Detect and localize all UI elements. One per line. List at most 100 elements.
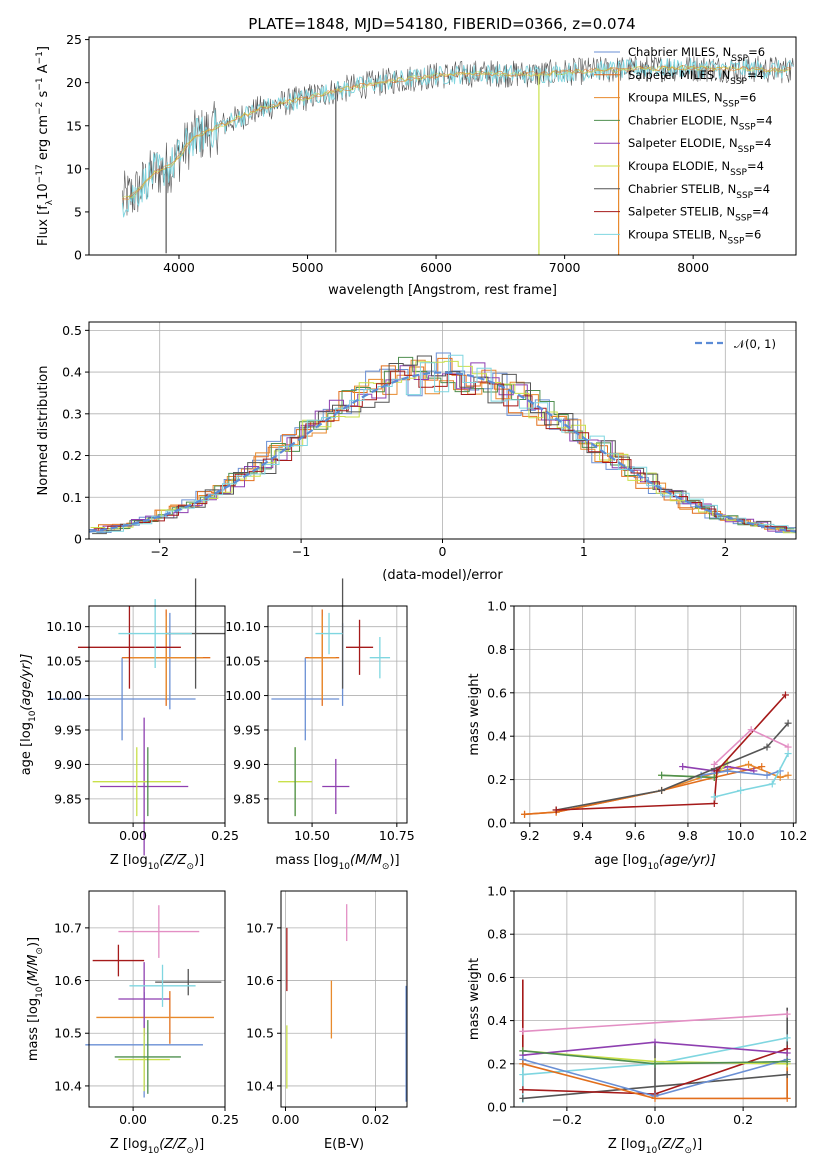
y-tick-label: 10.6	[246, 973, 274, 988]
y-tick-label: 0.4	[487, 1013, 507, 1028]
label-part: A	[36, 64, 51, 77]
label-part: )]	[692, 1137, 702, 1152]
x-tick-label: 9.2	[520, 828, 540, 843]
x-tick-label: 0.00	[272, 1112, 300, 1127]
x-tick-label: 0.00	[119, 828, 147, 843]
spectrum-line-8	[121, 57, 794, 218]
label-part: )]	[194, 853, 204, 868]
label-part: Flux [f	[36, 205, 51, 246]
label-part: 10	[148, 1146, 160, 1156]
x-tick-label: 9.4	[573, 828, 593, 843]
normal-reference-curve	[88, 371, 797, 533]
x-tick-label: 2	[721, 544, 729, 559]
label-part: −17	[35, 164, 45, 183]
weight-series-line	[700, 770, 781, 777]
massweight-vs-Z-panel: −0.2 0.0 0.2 0.0 0.2 0.4 0.6 0.8 1.0 Z [log10(Z/Z…	[467, 884, 797, 1156]
x-axis-label: Z [log10(Z/Z⊙)]	[110, 853, 204, 872]
model-fit-line	[122, 65, 792, 201]
spectrum-panel: 4000 5000 6000 7000 8000 0 5 10 15 20 25 wavelength…	[35, 32, 797, 298]
x-tick-label: 10.50	[294, 828, 330, 843]
label-part: 10	[646, 1146, 658, 1156]
y-axis-label: mass weight	[467, 958, 482, 1040]
label-part: =4	[747, 68, 764, 82]
label-part: =4	[755, 136, 772, 150]
x-tick-label: 0	[439, 544, 447, 559]
label-part: =4	[753, 182, 770, 196]
y-tick-label: 0.8	[487, 927, 507, 942]
label-part: )]	[26, 937, 41, 947]
label-part: mass [log	[275, 853, 338, 868]
label-part: −1	[35, 77, 45, 90]
weight-series-line	[661, 774, 715, 779]
label-part: SSP	[723, 100, 740, 110]
y-tick-label: 10.05	[46, 654, 82, 669]
label-part: age [log	[594, 853, 647, 868]
age-vs-mass-panel: 10.50 10.75 9.85 9.90 9.95 10.00 10.05 10.10 mas…	[225, 578, 415, 872]
legend-entry: Chabrier STELIB, NSSP=4	[628, 182, 770, 201]
x-axis-label: (data-model)/error	[382, 568, 503, 583]
legend-entry: Chabrier MILES, NSSP=6	[628, 45, 765, 64]
label-part: (age/yr)]	[659, 853, 716, 868]
y-tick-label: 10.10	[225, 619, 261, 634]
label-part: 10	[28, 710, 38, 722]
spectrum-legend: Chabrier MILES, NSSP=6 Salpeter MILES, NS…	[594, 45, 773, 246]
axes-frame	[88, 605, 226, 824]
label-part: )]	[194, 1137, 204, 1152]
y-tick-label: 10	[66, 161, 82, 176]
x-tick-label: 0.00	[119, 1112, 147, 1127]
y-tick-label: 0.4	[62, 365, 82, 380]
label-part: ⊙	[186, 1146, 194, 1156]
mass-vs-ebv-panel: 0.00 0.02 10.4 10.5 10.6 10.7 E(B-V)	[246, 890, 408, 1152]
label-part: =6	[748, 45, 765, 59]
legend-entry: Chabrier ELODIE, NSSP=4	[628, 113, 773, 132]
label-part: SSP	[736, 191, 753, 201]
y-tick-label: 0.2	[487, 772, 507, 787]
y-tick-label: 1.0	[487, 599, 507, 614]
y-tick-label: 10.7	[246, 920, 274, 935]
label-part: λ	[45, 199, 55, 205]
label-part: age [log	[19, 722, 34, 775]
label-part: )]	[389, 853, 399, 868]
label-part: (age/yr)]	[19, 654, 34, 711]
label-part: Kroupa MILES, N	[628, 91, 723, 105]
label-part: SSP	[730, 77, 747, 87]
y-tick-label: 0	[74, 248, 82, 263]
x-tick-label: 10.2	[779, 828, 807, 843]
label-part: 10	[36, 183, 51, 200]
x-tick-label: 4000	[163, 260, 195, 275]
y-tick-label: 0.5	[62, 323, 82, 338]
y-tick-label: 10.5	[54, 1026, 82, 1041]
y-tick-label: 0.6	[487, 970, 507, 985]
weight-series-line	[556, 694, 787, 811]
y-axis-label: Normed distribution	[36, 366, 51, 496]
x-tick-label: −1	[292, 544, 310, 559]
y-tick-label: 0.6	[487, 685, 507, 700]
residuals-panel: −2 −1 0 1 2 0 0.1 0.2 0.3 0.4 0.5 (data-model)/erro…	[36, 321, 797, 583]
y-tick-label: 0.2	[62, 448, 82, 463]
axes-frame	[88, 890, 226, 1108]
label-part: Z [log	[110, 1137, 148, 1152]
weight-series-line	[522, 1073, 788, 1100]
y-tick-label: 9.90	[233, 757, 261, 772]
label-part: erg cm	[36, 115, 51, 164]
y-axis-label: age [log10(age/yr)]	[19, 654, 38, 776]
y-tick-label: 0.3	[62, 406, 82, 421]
x-axis-label: Z [log10(Z/Z⊙)]	[110, 1137, 204, 1156]
x-tick-label: 10.75	[379, 828, 415, 843]
x-tick-label: 8000	[677, 260, 709, 275]
y-tick-label: 9.90	[54, 757, 82, 772]
label-part: ⊙	[684, 1146, 692, 1156]
y-axis-label: mass weight	[467, 673, 482, 755]
histogram-5	[90, 360, 796, 534]
label-part: (Z/Z	[159, 853, 187, 868]
y-tick-label: 9.95	[233, 723, 261, 738]
label-part: ⊙	[186, 862, 194, 872]
legend-entry: Salpeter MILES, NSSP=4	[628, 68, 764, 87]
label-part: mass [log	[26, 998, 41, 1061]
label-part: SSP	[735, 214, 752, 224]
weight-series-line	[522, 1013, 788, 1033]
y-tick-label: 10.5	[246, 1026, 274, 1041]
x-tick-label: 9.6	[625, 828, 645, 843]
label-part: =4	[756, 113, 773, 127]
